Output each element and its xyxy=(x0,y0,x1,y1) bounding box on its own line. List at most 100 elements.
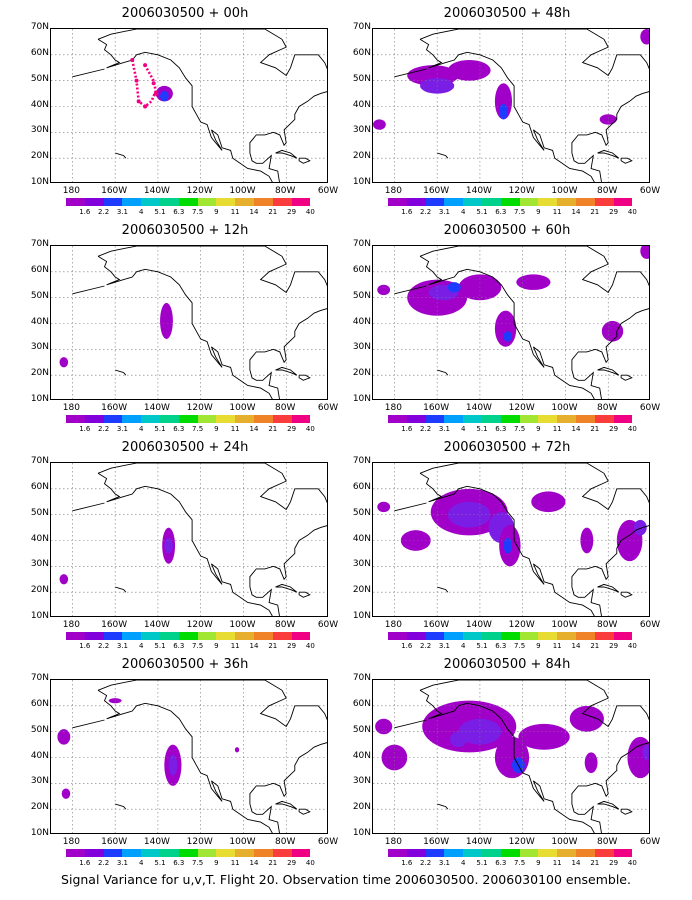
colorbar-swatch xyxy=(575,198,595,206)
colorbar-label: 14 xyxy=(571,642,581,650)
lat-tick-label: 20N xyxy=(352,368,371,379)
lat-tick-label: 70N xyxy=(30,22,49,32)
variance-contour xyxy=(516,274,551,290)
lon-tick-label: 100W xyxy=(551,620,578,630)
colorbar-label: 4 xyxy=(138,425,144,433)
colorbar-label: 11 xyxy=(230,425,240,433)
lat-tick-label: 60N xyxy=(352,698,371,709)
coastline xyxy=(394,719,427,729)
colorbar-label: 7.5 xyxy=(192,208,204,216)
lat-tick-label: 30N xyxy=(352,559,371,570)
lon-tick-label: 120W xyxy=(508,186,535,196)
colorbar-swatch xyxy=(425,632,445,640)
variance-contour xyxy=(642,744,649,761)
colorbar-label: 4 xyxy=(138,859,144,867)
colorbar-label: 29 xyxy=(287,642,297,650)
lat-tick-label: 40N xyxy=(30,316,49,327)
colorbar-swatch xyxy=(481,198,501,206)
lat-tick-label: 60N xyxy=(352,264,371,275)
colorbar-swatch xyxy=(216,632,236,640)
colorbar-label: 29 xyxy=(609,859,619,867)
lon-tick-label: 120W xyxy=(186,620,213,630)
map-panel: 2006030500 + 12h 70N 60N 50N 40N 30N 20N 10N 180… xyxy=(20,223,350,439)
lat-tick-label: 30N xyxy=(30,559,49,570)
lon-tick-label: 160W xyxy=(423,620,450,630)
colorbar xyxy=(66,415,311,423)
colorbar-swatch xyxy=(197,415,217,423)
colorbar-swatch xyxy=(538,415,558,423)
colorbar-label: 6.3 xyxy=(495,208,507,216)
colorbar-label: 40 xyxy=(627,859,637,867)
lat-tick-label: 20N xyxy=(30,802,49,813)
colorbar-label: 7.5 xyxy=(514,859,526,867)
lon-tick-label: 60W xyxy=(639,837,661,847)
lat-tick-label: 70N xyxy=(352,456,371,466)
coastline xyxy=(115,586,127,593)
colorbar-label: 40 xyxy=(305,425,315,433)
colorbar-swatch xyxy=(444,415,464,423)
lat-tick-label: 30N xyxy=(352,125,371,136)
colorbar-label: 3.1 xyxy=(116,859,128,867)
colorbar-swatch xyxy=(159,632,179,640)
colorbar-label: 14 xyxy=(249,208,259,216)
colorbar-label: 1.6 xyxy=(79,208,91,216)
lon-tick-label: 180 xyxy=(384,837,402,847)
lon-tick-label: 60W xyxy=(317,837,339,847)
lat-tick-label: 30N xyxy=(30,776,49,787)
colorbar-label: 21 xyxy=(590,642,600,650)
colorbar-label: 2.2 xyxy=(420,208,432,216)
colorbar-swatch xyxy=(500,849,520,857)
coastline xyxy=(597,800,620,810)
lat-tick-label: 70N xyxy=(30,673,49,683)
coastline xyxy=(298,374,311,381)
colorbar-swatch xyxy=(481,632,501,640)
colorbar-label: 4 xyxy=(460,859,466,867)
map-panel: 2006030500 + 60h 70N 60N 50N 40N 30N 20N 10N 180… xyxy=(342,223,672,439)
colorbar-label: 29 xyxy=(609,642,619,650)
colorbar-label: 9 xyxy=(214,859,219,867)
colorbar-label: 2.2 xyxy=(420,642,432,650)
colorbar-label: 4 xyxy=(460,208,466,216)
colorbar-label: 9 xyxy=(214,642,219,650)
lon-tick-label: 80W xyxy=(275,186,296,196)
colorbar-swatch xyxy=(557,415,576,423)
colorbar-swatch xyxy=(159,415,179,423)
lon-tick-label: 120W xyxy=(186,837,213,847)
coastline xyxy=(115,369,127,376)
colorbar xyxy=(388,198,633,206)
colorbar-swatch xyxy=(66,415,85,423)
lon-tick-label: 60W xyxy=(317,186,339,196)
lat-tick-label: 40N xyxy=(30,533,49,544)
colorbar-swatch xyxy=(178,632,198,640)
colorbar-swatch xyxy=(425,849,445,857)
colorbar-label: 6.3 xyxy=(173,425,185,433)
colorbar-swatch xyxy=(575,632,595,640)
lat-tick-label: 50N xyxy=(352,290,371,301)
colorbar-swatch xyxy=(500,198,520,206)
coastline xyxy=(275,800,298,810)
lon-tick-label: 100W xyxy=(229,620,256,630)
colorbar-swatch xyxy=(272,849,292,857)
coastline xyxy=(301,246,328,272)
colorbar-label: 14 xyxy=(571,208,581,216)
colorbar-swatch xyxy=(159,849,179,857)
coastline xyxy=(597,583,620,593)
colorbar-swatch xyxy=(272,415,292,423)
variance-contour xyxy=(234,747,240,753)
coastline xyxy=(301,463,328,489)
colorbar-label: 21 xyxy=(268,859,278,867)
variance-contour xyxy=(447,282,461,293)
lon-tick-label: 80W xyxy=(275,837,296,847)
colorbar-swatch xyxy=(519,198,539,206)
variance-contour xyxy=(458,718,502,745)
lat-tick-label: 70N xyxy=(352,239,371,249)
colorbar-label: 2.2 xyxy=(98,859,110,867)
lat-tick-label: 40N xyxy=(30,750,49,761)
colorbar-swatch xyxy=(235,198,254,206)
variance-contour xyxy=(531,491,566,513)
colorbar-label: 5.1 xyxy=(154,208,166,216)
map-svg xyxy=(373,29,649,182)
coastline xyxy=(301,29,328,55)
colorbar-swatch xyxy=(613,849,633,857)
variance-contour xyxy=(599,114,617,125)
